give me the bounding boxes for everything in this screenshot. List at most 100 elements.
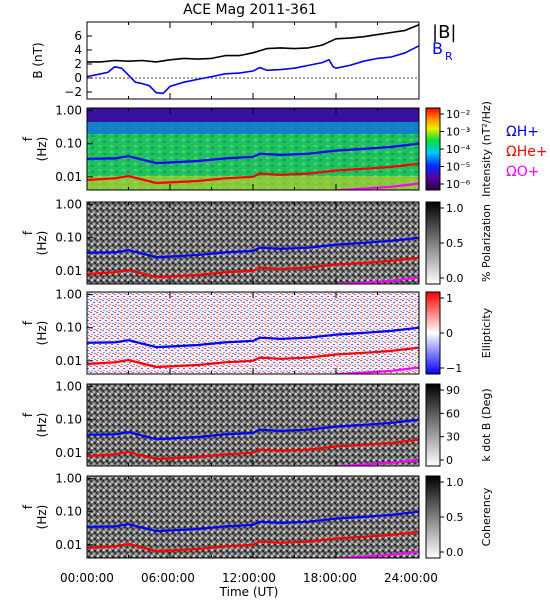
y-tick-label: 0 — [74, 71, 82, 85]
y-axis-label: f — [21, 504, 35, 509]
y-tick-label: 0.01 — [55, 538, 82, 552]
panel-2: 1.00 0.10 0.01 f (Hz) 10⁻² 10⁻³ 10⁻⁴ 10⁻⁵ 10⁻⁶ Int… — [21, 101, 548, 197]
legend-br-sub: R — [445, 50, 453, 63]
colorbar-label: Intensity (nT²/Hz) — [480, 101, 493, 197]
colorbar-tick-label: 10⁻² — [446, 108, 470, 121]
colorbar-tick-label: 0 — [446, 327, 453, 340]
colorbar-tick-label: 10⁻³ — [446, 126, 470, 139]
colorbar-tick-label: 1 — [446, 292, 453, 305]
colorbar — [425, 107, 441, 191]
gyro-h-line — [87, 326, 419, 349]
y-tick-label: 1.00 — [55, 472, 82, 486]
gyro-h-line — [87, 418, 419, 441]
figure-title: ACE Mag 2011-361 — [183, 2, 317, 18]
gyro-o-line — [330, 550, 419, 558]
legend-gyro: ΩH+ — [506, 124, 539, 140]
y-axis-label: f — [21, 412, 35, 417]
colorbar-tick-label: 1.0 — [446, 202, 464, 215]
y-tick-label: 4 — [74, 43, 82, 57]
y-tick-label: 1.00 — [55, 380, 82, 394]
gyro-lines — [87, 510, 419, 558]
y-tick-label: 0.01 — [55, 446, 82, 460]
gyro-he-line — [87, 346, 419, 369]
panel-4: 1.00 0.10 0.01 f (Hz) 1 0 −1 Ellipticity — [21, 288, 493, 375]
colorbar-tick-label: 30 — [446, 431, 460, 444]
colorbar-tick-label: 90 — [446, 384, 460, 397]
y-tick-label: 1.00 — [55, 198, 82, 212]
y-axis-label: f — [21, 136, 35, 141]
colorbar-tick-label: 0.0 — [446, 546, 464, 559]
colorbar — [425, 201, 441, 285]
panel-5: 1.00 0.10 0.01 f (Hz) 90 60 30 0 k dot B (Deg) — [21, 380, 493, 467]
gyro-o-line — [330, 182, 419, 190]
colorbar-tick-label: −1 — [446, 362, 462, 375]
x-tick-label: 12:00:00 — [222, 571, 276, 585]
x-tick-label: 18:00:00 — [303, 571, 357, 585]
colorbar — [425, 291, 441, 375]
y-axis-label-unit: (Hz) — [35, 505, 49, 530]
y-axis-label-unit: (Hz) — [35, 321, 49, 346]
y-tick-label: 2 — [74, 57, 82, 71]
gyro-he-line — [87, 162, 419, 185]
y-tick-label: 0.01 — [55, 264, 82, 278]
colorbar-tick-label: 0 — [446, 454, 453, 467]
gyro-o-line — [330, 458, 419, 466]
y-tick-label: 0.10 — [55, 505, 82, 519]
y-tick-label: 6 — [74, 29, 82, 43]
y-tick-label: 0.10 — [55, 137, 82, 151]
y-axis-label-unit: (Hz) — [35, 137, 49, 162]
gyro-he-line — [87, 530, 419, 553]
x-tick-label: 00:00:00 — [60, 571, 114, 585]
x-tick-label: 24:00:00 — [384, 571, 438, 585]
y-tick-label: 0.01 — [55, 354, 82, 368]
y-axis-label-unit: (Hz) — [35, 231, 49, 256]
gyro-h-line — [87, 236, 419, 259]
gyro-h-line — [87, 142, 419, 165]
gyro-he-line — [87, 438, 419, 461]
gyro-lines — [87, 236, 419, 284]
colorbar-tick-label: 1.0 — [446, 476, 464, 489]
colorbar-tick-label: 10⁻⁶ — [446, 178, 471, 191]
x-tick-label: 06:00:00 — [141, 571, 195, 585]
legend-gyro: ΩHe+ — [506, 144, 548, 160]
y-axis-label: B (nT) — [31, 42, 45, 78]
gyro-h-line — [87, 510, 419, 533]
colorbar-tick-label: 0.5 — [446, 511, 464, 524]
y-axis-label-unit: (Hz) — [35, 413, 49, 438]
panel-3: 1.00 0.10 0.01 f (Hz) 1.0 0.5 0.0 % Polarization — [21, 198, 493, 285]
gyro-lines — [87, 418, 419, 466]
colorbar-label: % Polarization — [480, 204, 493, 282]
y-tick-label: 0.10 — [55, 321, 82, 335]
colorbar-label: Coherency — [480, 487, 493, 546]
gyro-o-line — [330, 276, 419, 284]
y-axis-label: f — [21, 320, 35, 325]
legend-br: B — [432, 39, 443, 58]
gyro-lines — [87, 142, 419, 190]
colorbar-tick-label: 0.0 — [446, 272, 464, 285]
y-tick-label: 0.10 — [55, 413, 82, 427]
series-br-line — [86, 45, 420, 95]
y-tick-label: 1.00 — [55, 104, 82, 118]
y-tick-label: 0.10 — [55, 231, 82, 245]
y-tick-label: −2 — [64, 85, 82, 99]
y-tick-label: 1.00 — [55, 288, 82, 302]
colorbar-tick-label: 60 — [446, 407, 460, 420]
colorbar-label: k dot B (Deg) — [480, 388, 493, 461]
gyro-o-line — [330, 366, 419, 374]
colorbar — [425, 383, 441, 467]
colorbar-tick-label: 10⁻⁴ — [446, 143, 471, 156]
colorbar — [425, 475, 441, 559]
gyro-lines — [87, 326, 419, 374]
colorbar-label: Ellipticity — [480, 307, 493, 358]
x-axis: 00:00:00 06:00:00 12:00:00 18:00:00 24:0… — [60, 571, 438, 599]
legend-total: |B| — [432, 22, 456, 43]
mid-freq-band — [87, 122, 419, 134]
gyro-he-line — [87, 256, 419, 279]
legend-gyro: ΩO+ — [506, 164, 539, 180]
x-axis-label: Time (UT) — [219, 585, 279, 599]
colorbar-tick-label: 10⁻⁵ — [446, 161, 470, 174]
panel-6: 1.00 0.10 0.01 f (Hz) 1.0 0.5 0.0 Coherency — [21, 472, 493, 559]
